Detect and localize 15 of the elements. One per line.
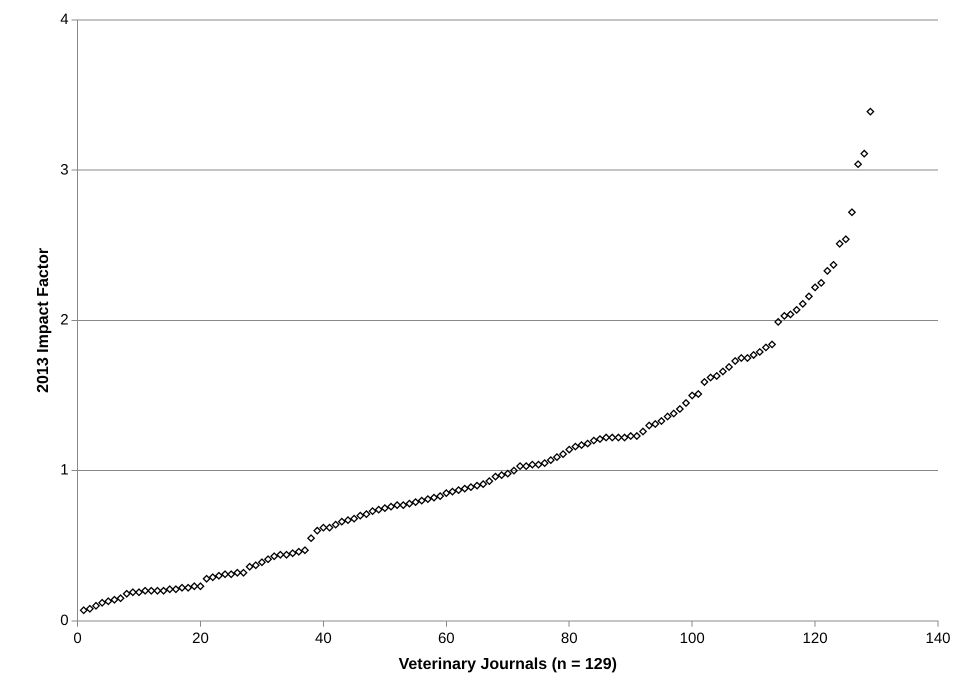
y-tick-label: 1 xyxy=(60,462,69,479)
y-tick-label: 0 xyxy=(60,612,69,629)
x-tick-label: 20 xyxy=(192,630,209,647)
x-tick-label: 120 xyxy=(802,630,828,647)
x-tick-label: 60 xyxy=(438,630,455,647)
y-tick-label: 3 xyxy=(60,161,69,178)
x-tick-label: 140 xyxy=(925,630,951,647)
x-tick-label: 100 xyxy=(680,630,705,647)
y-tick-label: 4 xyxy=(60,11,69,28)
x-tick-label: 40 xyxy=(315,630,332,647)
x-tick-label: 80 xyxy=(560,630,578,647)
y-axis-title: 2013 Impact Factor xyxy=(35,248,52,393)
x-tick-label: 0 xyxy=(73,630,82,647)
y-tick-label: 2 xyxy=(60,312,69,329)
x-axis-title: Veterinary Journals (n = 129) xyxy=(398,656,617,673)
